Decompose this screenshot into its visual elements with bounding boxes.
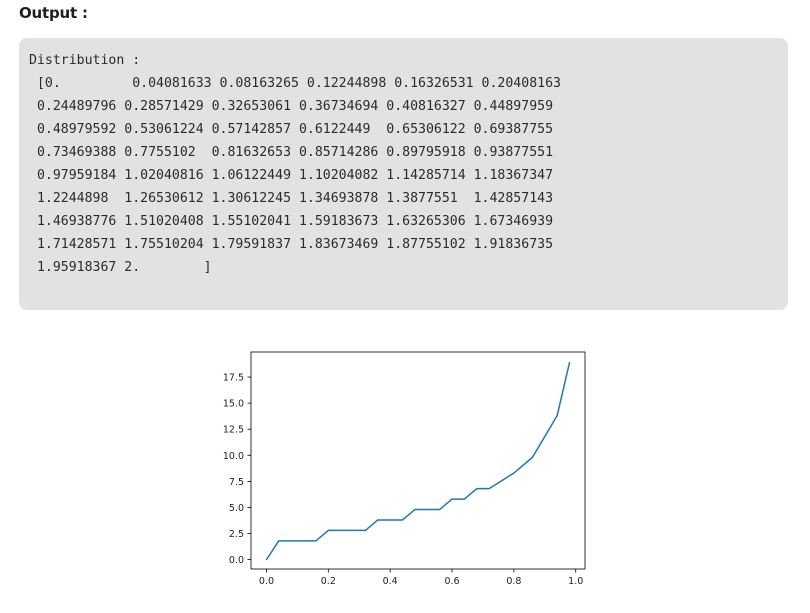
x-tick-label: 0.6 <box>444 576 459 587</box>
data-point <box>278 540 280 542</box>
data-point <box>488 488 490 490</box>
console-line: 0.48979592 0.53061224 0.57142857 0.61224… <box>29 122 554 137</box>
data-point <box>315 540 317 542</box>
data-point <box>556 415 558 417</box>
line-chart: 0.0 0.2 0.4 0.6 0.8 1.0 0.0 2.5 5.0 7.5 10.0 12.5 15… <box>223 351 586 587</box>
y-tick-label: 5.0 <box>229 503 244 514</box>
console-line: 1.2244898 1.26530612 1.30612245 1.346938… <box>29 191 554 206</box>
output-heading: Output : <box>19 4 88 22</box>
x-tick-label: 0.8 <box>506 576 521 587</box>
data-point <box>364 529 367 531</box>
console-output-box: Distribution : [0. 0.04081633 0.08163265… <box>19 38 788 310</box>
data-point <box>476 488 478 490</box>
series-line <box>265 362 571 561</box>
console-line: 0.24489796 0.28571429 0.32653061 0.36734… <box>29 99 554 114</box>
data-point <box>531 456 534 458</box>
data-point <box>414 508 416 511</box>
console-line: Distribution : <box>29 53 141 68</box>
data-point <box>451 498 453 500</box>
data-point <box>265 559 268 561</box>
data-point <box>463 498 465 500</box>
x-tick-label: 1.0 <box>568 576 583 587</box>
data-point <box>377 519 379 521</box>
y-tick-label: 2.5 <box>229 529 244 540</box>
x-tick-label: 0.4 <box>383 576 398 587</box>
x-tick-label: 0.0 <box>259 576 274 587</box>
console-line: 1.46938776 1.51020408 1.55102041 1.59183… <box>29 214 554 229</box>
data-point <box>327 529 329 531</box>
console-line: 0.73469388 0.7755102 0.81632653 0.857142… <box>29 145 554 160</box>
y-tick-label: 7.5 <box>229 477 244 488</box>
plot-frame <box>250 351 586 570</box>
data-point <box>568 361 571 364</box>
data-point <box>439 508 441 511</box>
console-output-text: Distribution : [0. 0.04081633 0.08163265… <box>29 49 788 279</box>
y-tick-label: 10.0 <box>223 451 244 462</box>
console-line: [0. 0.04081633 0.08163265 0.12244898 0.1… <box>29 76 561 91</box>
console-line: 1.95918367 2. ] <box>29 260 212 275</box>
y-tick-label: 0.0 <box>229 555 244 566</box>
data-point <box>401 519 404 521</box>
y-tick-label: 12.5 <box>223 425 244 436</box>
y-tick-label: 17.5 <box>223 373 244 384</box>
data-point <box>513 472 515 474</box>
console-line: 1.71428571 1.75510204 1.79591837 1.83673… <box>29 237 554 252</box>
x-tick-label: 0.2 <box>321 576 336 587</box>
y-tick-label: 15.0 <box>223 399 244 410</box>
console-line: 0.97959184 1.02040816 1.06122449 1.10204… <box>29 168 554 183</box>
